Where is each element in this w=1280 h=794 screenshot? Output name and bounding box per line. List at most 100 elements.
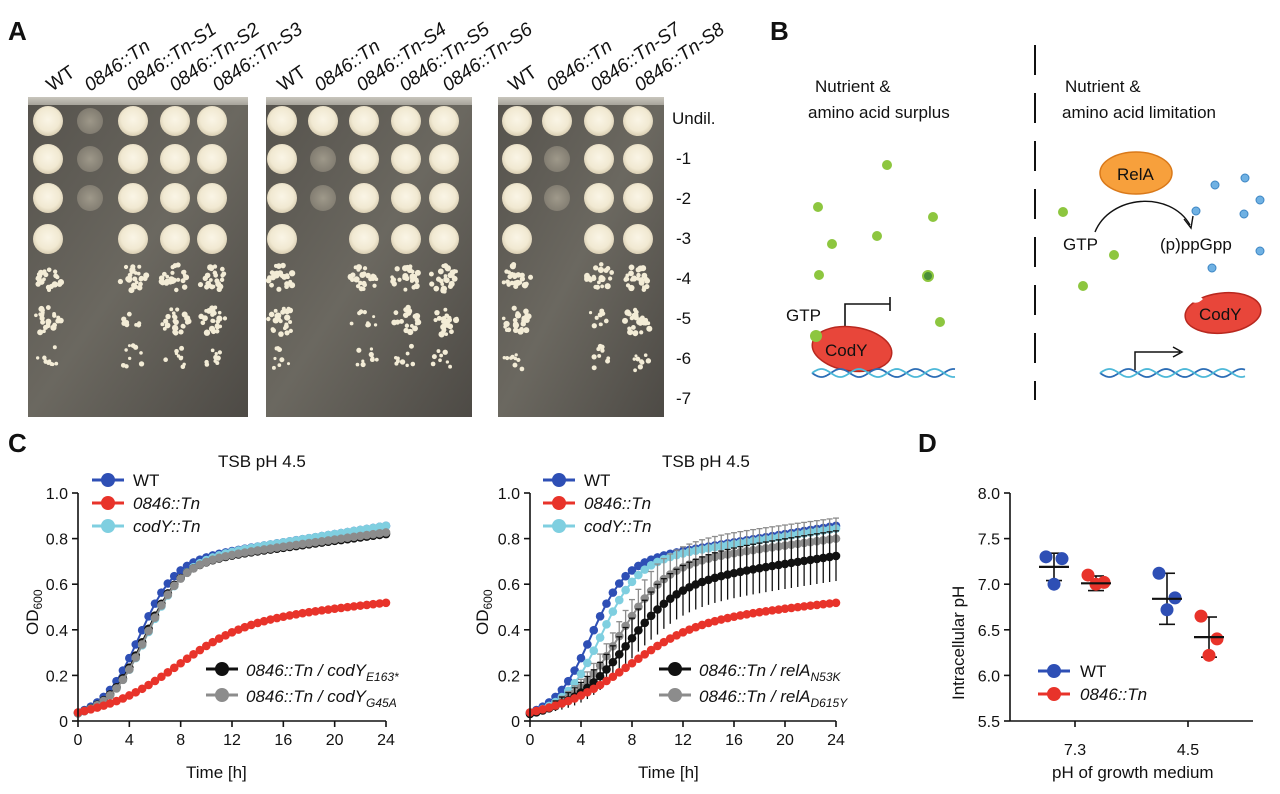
colony-dot bbox=[368, 351, 374, 358]
colony-dot bbox=[205, 309, 210, 313]
colony-dot bbox=[442, 289, 447, 294]
ticks: 5.5 6.0 6.5 7.0 7.5 8.0 7.3 4.5 bbox=[978, 486, 1199, 759]
data-point bbox=[780, 559, 790, 569]
colony-dot bbox=[435, 276, 442, 282]
data-point bbox=[279, 612, 288, 621]
colony-spot bbox=[267, 106, 297, 136]
colony-dot bbox=[214, 352, 218, 356]
colony-dot bbox=[405, 264, 410, 269]
legend-label: 0846::Tn / relAN53K bbox=[699, 661, 842, 684]
x-tick-label: 16 bbox=[725, 732, 743, 749]
colony-dot bbox=[625, 277, 630, 282]
colony-dot bbox=[440, 282, 445, 286]
y-tick-label: 0.6 bbox=[46, 577, 68, 594]
gtp-dot bbox=[872, 231, 882, 241]
colony-dot bbox=[596, 347, 601, 352]
ticks: 0 4 8 12 16 20 24 0 0.2 0.4 0.6 0.8 1.0 bbox=[498, 486, 845, 749]
data-point bbox=[665, 594, 675, 604]
series-0846-tn bbox=[525, 598, 841, 717]
colony-dot bbox=[181, 324, 186, 329]
colony-dot bbox=[606, 356, 611, 361]
colony-dot bbox=[504, 328, 509, 332]
colony-dot bbox=[172, 263, 178, 269]
colony-dot bbox=[627, 329, 634, 336]
colony-dot bbox=[217, 350, 222, 355]
colony-dot bbox=[512, 321, 519, 327]
legend-marker bbox=[215, 688, 229, 702]
colony-dot bbox=[634, 309, 639, 315]
gtp-dot bbox=[922, 270, 934, 282]
data-point bbox=[131, 653, 141, 662]
colony-dot bbox=[442, 315, 447, 320]
data-point bbox=[195, 560, 205, 570]
colony-dot bbox=[165, 313, 171, 320]
colony-dot bbox=[519, 366, 525, 372]
colony-dot bbox=[222, 316, 228, 321]
colony-dot bbox=[139, 351, 143, 355]
colony-dot bbox=[405, 363, 409, 368]
legend-label: 0846::Tn / codYE163* bbox=[246, 661, 399, 684]
colony-dot bbox=[628, 264, 635, 271]
data-point bbox=[812, 600, 822, 610]
colony-dot bbox=[362, 266, 368, 271]
data-point bbox=[118, 666, 128, 675]
colony-dot bbox=[208, 325, 216, 332]
panel-c-label: C bbox=[8, 428, 27, 458]
data-point bbox=[144, 626, 153, 636]
colony-dot bbox=[42, 329, 46, 334]
data-point bbox=[602, 620, 611, 629]
dilution-label: -7 bbox=[676, 389, 691, 408]
colony-dot bbox=[433, 317, 438, 323]
data-point bbox=[793, 602, 803, 612]
colony-dot bbox=[597, 353, 602, 358]
colony-dot bbox=[446, 317, 453, 323]
colony-spot bbox=[502, 106, 532, 136]
colony-dot bbox=[47, 359, 52, 363]
colony-dot bbox=[511, 305, 517, 311]
gtp-label-left: GTP bbox=[786, 306, 821, 325]
colony-dot bbox=[632, 330, 639, 337]
colony-dot bbox=[164, 322, 171, 329]
ppgpp-molecules bbox=[1191, 173, 1265, 273]
intracellular-ph-chart: 5.5 6.0 6.5 7.0 7.5 8.0 7.3 4.5 Intracellular p… bbox=[949, 486, 1253, 782]
colony-dot bbox=[516, 357, 521, 363]
dilution-label: Undil. bbox=[672, 109, 715, 128]
colony-spot bbox=[33, 183, 63, 213]
colony-dot bbox=[356, 347, 362, 353]
colony-dot bbox=[600, 348, 605, 353]
colony-dot bbox=[643, 353, 648, 358]
colony-dot bbox=[178, 329, 184, 335]
colony-dot bbox=[357, 311, 362, 316]
y-tick-label: 0.2 bbox=[46, 668, 68, 685]
colony-dot bbox=[443, 277, 450, 284]
gtp-dot bbox=[928, 212, 938, 222]
colony-dot bbox=[365, 322, 371, 328]
colony-dot bbox=[505, 355, 510, 361]
colony-dot bbox=[129, 266, 136, 273]
data-point bbox=[755, 607, 764, 617]
colony-dot bbox=[438, 331, 445, 338]
colony-dot bbox=[165, 274, 170, 279]
rela-protein bbox=[1099, 151, 1173, 195]
colony-dot bbox=[360, 361, 366, 368]
colony-dot bbox=[167, 279, 174, 285]
data-point bbox=[614, 595, 624, 605]
colony-spot bbox=[391, 106, 421, 136]
colony-spot bbox=[623, 183, 653, 213]
colony-dot bbox=[603, 267, 609, 273]
x-tick-label: 4 bbox=[577, 732, 586, 749]
colony-dot bbox=[123, 264, 129, 270]
data-point bbox=[589, 684, 599, 694]
colony-dot bbox=[405, 351, 410, 356]
data-point bbox=[298, 608, 307, 618]
colony-dot bbox=[408, 343, 414, 349]
colony-spot-faint bbox=[77, 185, 103, 211]
data-point bbox=[234, 549, 243, 558]
colony-dot bbox=[174, 287, 179, 293]
colony-spot-faint bbox=[544, 185, 570, 211]
colony-dot bbox=[46, 267, 52, 273]
data-point bbox=[362, 600, 372, 610]
colony-dot bbox=[355, 284, 361, 289]
colony-spot bbox=[542, 106, 572, 136]
data-point bbox=[189, 563, 198, 573]
